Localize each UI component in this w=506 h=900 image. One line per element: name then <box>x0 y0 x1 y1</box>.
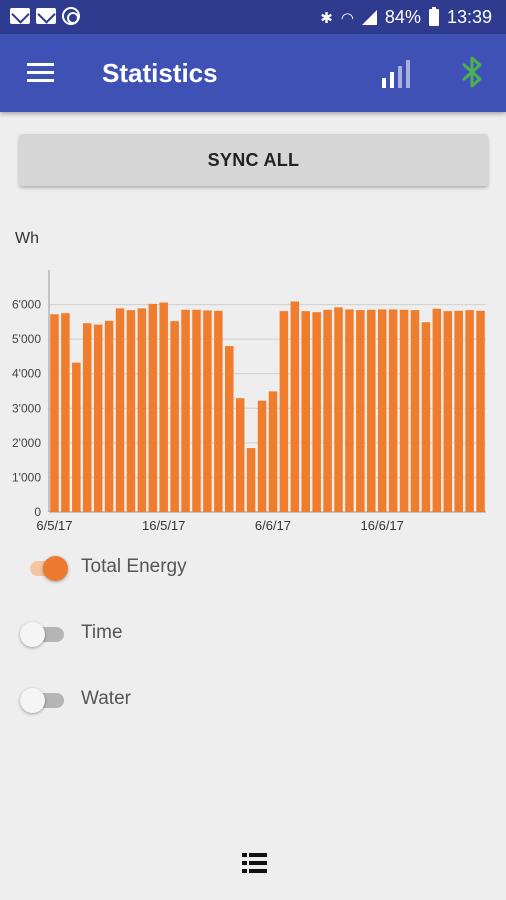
energy-bar <box>334 307 343 512</box>
y-tick-label: 3'000 <box>12 401 41 415</box>
energy-bar <box>82 323 92 512</box>
energy-bar <box>104 320 114 512</box>
energy-bar <box>279 311 289 512</box>
energy-bar <box>181 309 190 512</box>
energy-bar <box>246 448 256 512</box>
y-tick-label: 5'000 <box>12 332 41 346</box>
energy-bar <box>115 308 125 512</box>
y-tick-label: 6'000 <box>12 298 41 312</box>
energy-bar <box>388 309 398 512</box>
battery-percent: 84% <box>384 7 421 27</box>
bluetooth-icon: ✱ <box>320 9 333 27</box>
energy-bar <box>137 308 147 512</box>
toggle-total-energy[interactable]: Total Energy <box>0 546 506 590</box>
energy-bar <box>235 398 245 512</box>
energy-bar <box>356 310 365 512</box>
energy-bar <box>203 310 212 512</box>
energy-bar <box>465 310 474 512</box>
app-bar: Statistics <box>0 34 506 112</box>
bluetooth-icon[interactable] <box>458 54 486 90</box>
x-axis-ticks: 6/5/17 16/5/17 6/6/17 16/6/17 <box>36 518 404 533</box>
toggle-water[interactable]: Water <box>0 678 506 722</box>
sync-all-button[interactable]: SYNC ALL <box>19 134 488 186</box>
y-axis-ticks: 0 1'000 2'000 3'000 4'000 5'000 6'000 <box>12 298 41 519</box>
energy-bar <box>148 303 158 512</box>
chart-grid <box>48 270 486 513</box>
toggle-time[interactable]: Time <box>0 612 506 656</box>
mail-icon <box>36 8 56 24</box>
clock: 13:39 <box>446 7 492 27</box>
cell-signal-icon <box>361 10 377 25</box>
energy-bar <box>61 313 70 512</box>
energy-bar <box>421 322 431 512</box>
energy-bar <box>290 301 300 512</box>
energy-bar <box>410 310 420 512</box>
y-tick-label: 2'000 <box>12 436 41 450</box>
energy-bar <box>50 314 59 512</box>
energy-bar <box>192 309 201 512</box>
energy-bar <box>170 321 179 512</box>
time-switch[interactable] <box>20 622 66 647</box>
toggle-label: Total Energy <box>81 556 187 577</box>
energy-bar <box>476 310 485 512</box>
x-tick-label: 16/6/17 <box>361 518 404 533</box>
energy-bar <box>257 400 267 512</box>
energy-bar <box>377 309 387 512</box>
energy-bar <box>345 309 354 512</box>
toggle-label: Water <box>81 688 131 709</box>
energy-chart: Wh 0 1'000 2'000 3'000 4'000 5'000 6'000 6/5/1… <box>12 230 486 533</box>
menu-icon[interactable] <box>27 63 54 83</box>
x-tick-label: 6/6/17 <box>255 518 291 533</box>
y-tick-label: 4'000 <box>12 367 41 381</box>
list-icon[interactable] <box>242 853 267 873</box>
energy-bar <box>268 391 278 512</box>
y-tick-label: 1'000 <box>12 470 41 484</box>
energy-bar <box>367 309 376 512</box>
energy-bar <box>399 309 409 512</box>
total-energy-switch[interactable] <box>20 556 68 581</box>
energy-bar <box>72 362 81 512</box>
energy-bar <box>214 310 223 512</box>
chart-bars <box>50 301 485 512</box>
energy-bar <box>323 309 332 512</box>
y-tick-label: 0 <box>34 505 41 519</box>
signal-strength-icon[interactable] <box>382 56 418 88</box>
energy-bar <box>126 310 136 512</box>
water-switch[interactable] <box>20 688 66 713</box>
y-axis-label: Wh <box>15 230 39 247</box>
system-status: ✱ ◠ 84% 13:39 <box>320 7 492 28</box>
energy-bar <box>225 346 234 512</box>
wifi-icon: ◠ <box>340 9 354 27</box>
x-tick-label: 16/5/17 <box>142 518 185 533</box>
status-bar: ✱ ◠ 84% 13:39 <box>0 0 506 34</box>
energy-bar <box>312 312 321 512</box>
energy-bar <box>443 311 453 512</box>
energy-bar <box>159 302 168 512</box>
energy-bar <box>432 308 442 512</box>
at-sign-icon <box>62 7 80 25</box>
notification-icons <box>10 7 80 25</box>
page-title: Statistics <box>102 58 218 88</box>
toggle-label: Time <box>81 622 123 643</box>
energy-bar <box>93 324 103 512</box>
mail-icon <box>10 8 30 24</box>
energy-bar <box>301 311 310 512</box>
battery-icon <box>428 7 439 26</box>
energy-bar <box>454 310 463 512</box>
x-tick-label: 6/5/17 <box>36 518 72 533</box>
